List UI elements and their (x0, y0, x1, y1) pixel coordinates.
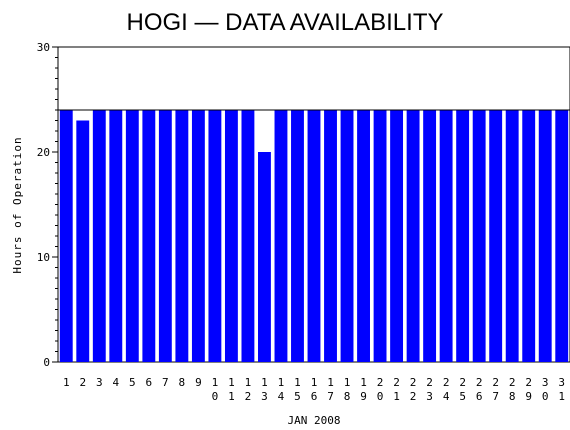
y-axis: 0 10 20 30 (37, 41, 58, 369)
bar-day-7 (158, 110, 172, 362)
y-tick-label: 30 (37, 41, 50, 54)
bar-day-20 (373, 110, 387, 362)
x-tick-label-2: 2 (79, 376, 86, 389)
chart-title: HOGI — DATA AVAILABILITY (127, 9, 444, 36)
bar-day-13 (258, 152, 271, 362)
x-tick-label-6: 6 (146, 376, 153, 389)
bar-day-5 (125, 110, 139, 362)
bar-day-28 (505, 110, 519, 362)
x-tick-label-9: 9 (195, 376, 202, 389)
x-tick-label-5: 5 (129, 376, 136, 389)
bar-day-29 (522, 110, 536, 362)
bar-day-17 (324, 110, 337, 362)
bar-day-31 (555, 110, 569, 362)
bar-day-24 (439, 110, 453, 362)
x-tick-label-4: 4 (112, 376, 119, 389)
x-tick-label-1: 1 (63, 376, 70, 389)
y-tick-label: 20 (37, 146, 50, 159)
bar-day-1 (59, 110, 73, 362)
bar-day-18 (340, 110, 354, 362)
bar-day-10 (208, 110, 222, 362)
x-tick-label-3: 3 (96, 376, 103, 389)
bar-day-6 (142, 110, 156, 362)
bar-day-14 (274, 110, 288, 362)
y-tick-label: 10 (37, 251, 50, 264)
bar-day-15 (291, 110, 304, 362)
x-tick-label-7: 7 (162, 376, 169, 389)
bars-group (59, 110, 569, 362)
bar-day-2 (76, 120, 90, 362)
x-tick-label-8: 8 (179, 376, 186, 389)
bar-day-3 (92, 110, 106, 362)
bar-day-19 (357, 110, 370, 362)
bar-day-23 (423, 110, 437, 362)
x-axis-label: JAN 2008 (288, 414, 341, 427)
bar-day-27 (489, 110, 503, 362)
bar-day-22 (406, 110, 420, 362)
y-axis-label: Hours of Operation (11, 136, 24, 273)
bar-day-21 (390, 110, 404, 362)
bar-day-25 (456, 110, 470, 362)
bar-day-11 (224, 110, 238, 362)
bar-day-8 (175, 110, 189, 362)
bar-day-30 (538, 110, 552, 362)
bar-day-26 (472, 110, 486, 362)
bar-day-12 (241, 110, 255, 362)
y-tick-label: 0 (43, 356, 50, 369)
bar-day-9 (191, 110, 205, 362)
bar-day-4 (109, 110, 123, 362)
x-axis: 1 2 3 4 5 6 7 8 9 1 01 11 21 31 41 51 61 71 81 92 02 12 22 32 42… (63, 376, 565, 403)
bar-day-16 (307, 110, 321, 362)
